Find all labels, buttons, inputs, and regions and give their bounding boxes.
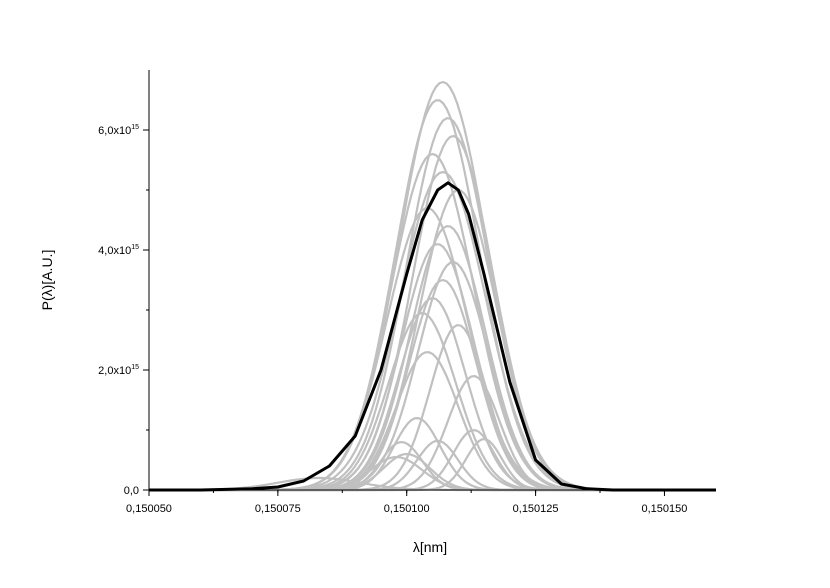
y-tick-label-0: 0,0 bbox=[124, 485, 139, 497]
shot-line-3 bbox=[149, 134, 716, 492]
shot-line-13 bbox=[149, 311, 716, 492]
x-tick-label-2: 0,150100 bbox=[384, 503, 430, 515]
mean-line bbox=[149, 181, 716, 492]
shot-line-14 bbox=[149, 323, 716, 492]
shot-line-12 bbox=[149, 296, 716, 492]
y-tick-label-3: 6,0x1015 bbox=[98, 124, 139, 137]
shot-line-9 bbox=[149, 243, 716, 492]
x-ticks: 0,150050 0,150075 0,150100 0,150125 0,150150 bbox=[126, 490, 687, 515]
y-tick-label-1: 2,0x1015 bbox=[98, 364, 139, 377]
x-tick-label-0: 0,150050 bbox=[126, 503, 172, 515]
shot-line-17 bbox=[149, 416, 716, 492]
x-tick-label-1: 0,150075 bbox=[255, 503, 301, 515]
x-axis-label: λ[nm] bbox=[413, 539, 447, 555]
shot-line-8 bbox=[149, 225, 716, 492]
y-ticks: 0,0 2,0x1015 4,0x1015 6,0x1015 bbox=[98, 124, 149, 497]
x-tick-label-4: 0,150150 bbox=[642, 503, 688, 515]
shot-line-6 bbox=[149, 188, 716, 492]
y-axis-label: P(λ)[A.U.] bbox=[39, 250, 55, 311]
y-tick-label-2: 4,0x1015 bbox=[98, 244, 139, 257]
shot-series-group bbox=[149, 80, 716, 492]
mean-series-group bbox=[149, 181, 716, 492]
x-tick-label-3: 0,150125 bbox=[513, 503, 559, 515]
